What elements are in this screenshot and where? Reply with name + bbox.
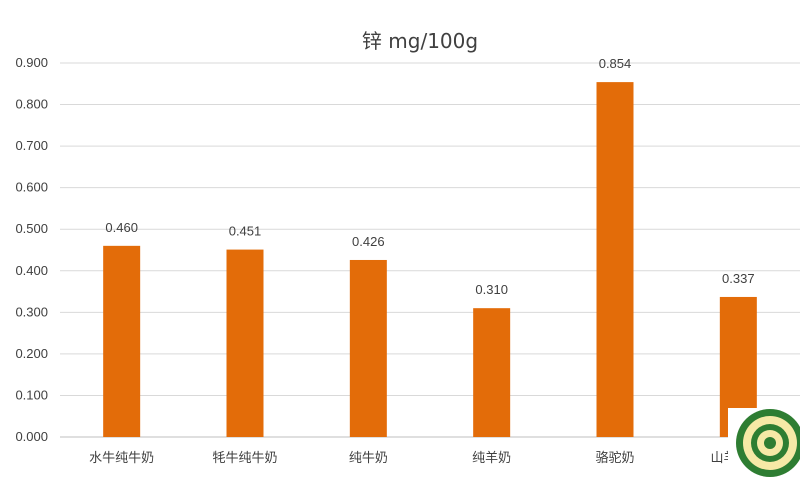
bars bbox=[103, 82, 757, 438]
y-tick-label: 0.500 bbox=[15, 221, 48, 236]
y-tick-label: 0.400 bbox=[15, 263, 48, 278]
bar bbox=[349, 259, 387, 437]
data-label: 0.460 bbox=[105, 220, 138, 235]
bar bbox=[226, 249, 264, 437]
y-tick-label: 0.800 bbox=[15, 97, 48, 112]
data-label: 0.310 bbox=[475, 282, 508, 297]
y-tick-label: 0.600 bbox=[15, 180, 48, 195]
bar bbox=[473, 308, 511, 437]
x-tick-label: 水牛纯牛奶 bbox=[89, 451, 154, 466]
y-tick-label: 0.700 bbox=[15, 138, 48, 153]
x-tick-label: 纯牛奶 bbox=[349, 451, 388, 466]
y-axis-ticks: 0.000 0.100 0.200 0.300 0.400 0.500 0.600 0.700… bbox=[15, 55, 48, 444]
y-tick-label: 0.100 bbox=[15, 387, 48, 402]
x-tick-label: 骆驼奶 bbox=[595, 450, 634, 466]
x-tick-label: 纯羊奶 bbox=[472, 450, 511, 466]
grid-layer bbox=[60, 62, 800, 438]
y-tick-label: 0.900 bbox=[15, 55, 48, 70]
y-tick-label: 0.200 bbox=[15, 346, 48, 361]
data-label: 0.854 bbox=[599, 56, 632, 71]
data-labels: 0.460 0.451 0.426 0.310 0.854 0.337 bbox=[105, 56, 754, 297]
bar bbox=[103, 245, 141, 437]
chart-title: 锌 mg/100g bbox=[362, 29, 478, 53]
y-tick-label: 0.000 bbox=[15, 429, 48, 444]
bar bbox=[596, 82, 634, 438]
data-label: 0.337 bbox=[722, 271, 755, 286]
x-tick-label: 牦牛纯牛奶 bbox=[212, 451, 277, 466]
data-label: 0.451 bbox=[229, 224, 262, 239]
y-tick-label: 0.300 bbox=[15, 304, 48, 319]
x-axis-ticks: 水牛纯牛奶牦牛纯牛奶纯牛奶纯羊奶骆驼奶山羊奶（i bbox=[89, 450, 766, 466]
data-label: 0.426 bbox=[352, 234, 385, 249]
seal-logo bbox=[728, 408, 800, 478]
